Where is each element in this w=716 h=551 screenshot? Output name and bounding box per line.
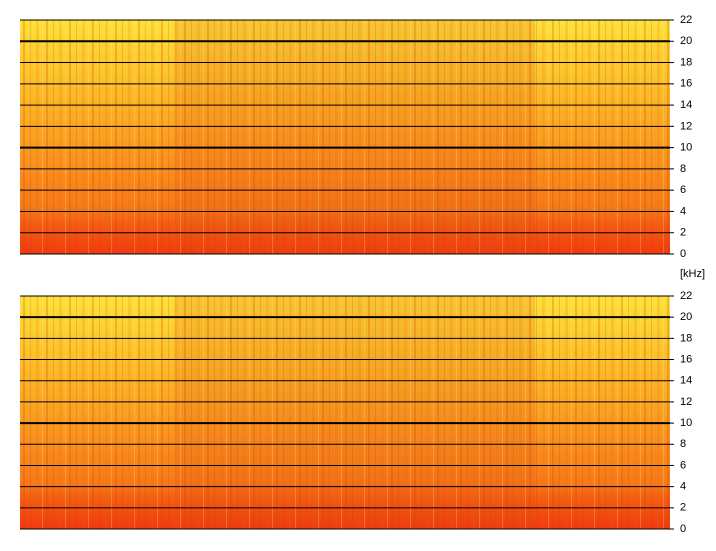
y-tick-label: 18 bbox=[680, 332, 692, 344]
y-tick-label: 6 bbox=[680, 184, 686, 196]
y-tick-label: 6 bbox=[680, 459, 686, 471]
y-tick-label: 12 bbox=[680, 396, 692, 408]
y-tick-label: 22 bbox=[680, 14, 692, 26]
y-tick-label: 16 bbox=[680, 353, 692, 365]
y-axis-label: [kHz] bbox=[680, 268, 705, 280]
y-tick-label: 10 bbox=[680, 142, 692, 154]
y-tick-label: 8 bbox=[680, 163, 686, 175]
y-tick-label: 4 bbox=[680, 481, 686, 493]
y-tick-label: 14 bbox=[680, 99, 692, 111]
y-tick-label: 20 bbox=[680, 311, 692, 323]
y-tick-label: 2 bbox=[680, 502, 686, 514]
y-tick-label: 18 bbox=[680, 56, 692, 68]
y-tick-label: 22 bbox=[680, 290, 692, 302]
y-tick-label: 14 bbox=[680, 375, 692, 387]
y-tick-label: 2 bbox=[680, 227, 686, 239]
y-tick-label: 0 bbox=[680, 523, 686, 535]
y-tick-label: 8 bbox=[680, 438, 686, 450]
y-tick-label: 10 bbox=[680, 417, 692, 429]
y-tick-label: 20 bbox=[680, 35, 692, 47]
spectrogram-texture bbox=[20, 296, 670, 529]
spectrogram-texture bbox=[20, 20, 670, 254]
y-tick-label: 16 bbox=[680, 78, 692, 90]
y-tick-label: 4 bbox=[680, 205, 686, 217]
y-tick-label: 12 bbox=[680, 120, 692, 132]
y-tick-label: 0 bbox=[680, 248, 686, 260]
